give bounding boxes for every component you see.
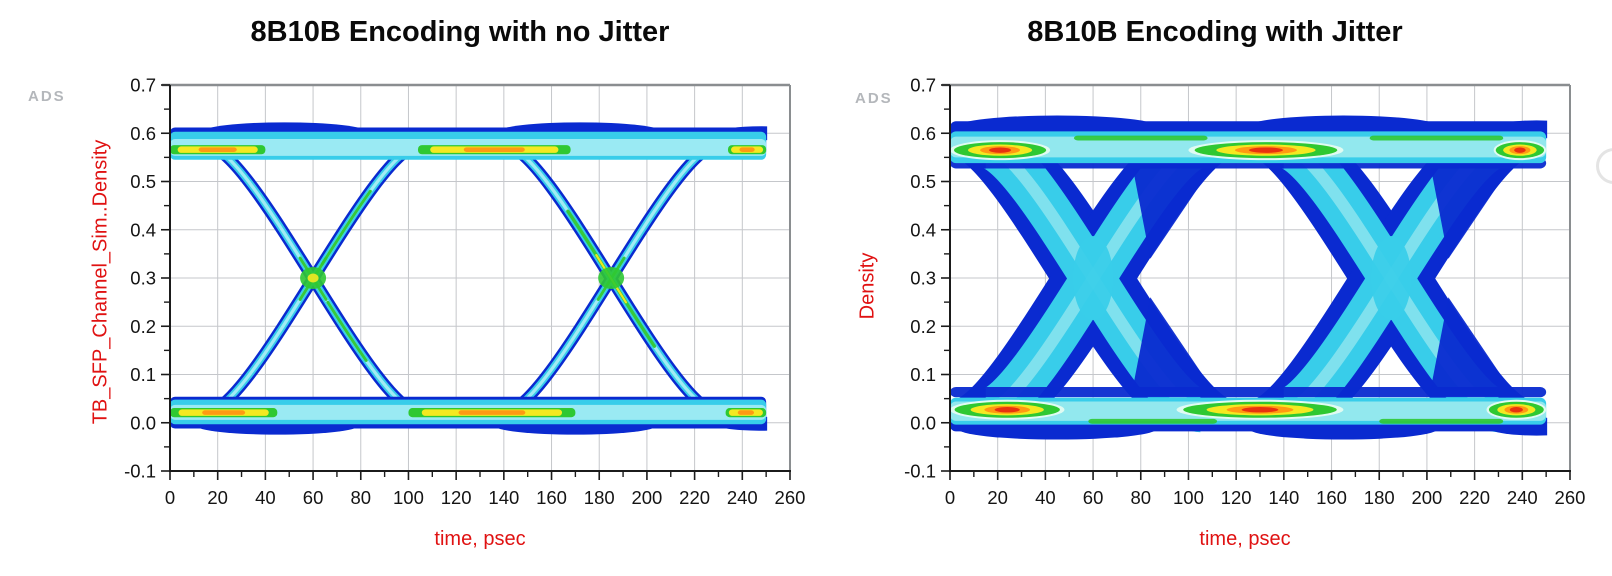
x-tick-label: 220: [679, 487, 710, 508]
x-tick-label: 20: [207, 487, 228, 508]
y-axis-title: Density: [856, 252, 879, 320]
ads-watermark: ADS: [855, 90, 893, 107]
y-tick-label: -0.1: [124, 461, 156, 482]
x-tick-label: 180: [1364, 487, 1395, 508]
x-tick-label: 160: [1316, 487, 1347, 508]
page-title: 8B10B Encoding with no Jitter: [250, 16, 670, 48]
x-tick-label: 80: [350, 487, 371, 508]
y-tick-label: 0.2: [130, 316, 156, 337]
x-tick-label: 240: [727, 487, 758, 508]
y-tick-label: 0.0: [910, 412, 936, 433]
x-tick-label: 140: [488, 487, 519, 508]
x-tick-label: 200: [631, 487, 662, 508]
y-tick-label: 0.3: [910, 268, 936, 289]
x-tick-label: 20: [987, 487, 1008, 508]
x-tick-label: 120: [441, 487, 472, 508]
x-tick-label: 40: [1035, 487, 1056, 508]
x-axis-title: time, psec: [1199, 528, 1291, 550]
x-tick-label: 260: [1555, 487, 1586, 508]
eye-density-traces: [951, 115, 1548, 440]
x-axis-title: time, psec: [434, 528, 526, 550]
y-tick-label: -0.1: [904, 461, 936, 482]
x-tick-label: 80: [1130, 487, 1151, 508]
page-title: 8B10B Encoding with Jitter: [1027, 16, 1403, 48]
x-tick-label: 40: [255, 487, 276, 508]
y-tick-label: 0.7: [130, 75, 156, 96]
y-tick-label: 0.4: [130, 219, 156, 240]
y-tick-label: 0.0: [130, 412, 156, 433]
y-tick-label: 0.6: [130, 123, 156, 144]
plot-canvas-with-jitter: 0 20 40 60 80 100 120 140 160 180 200 220 240 260 0.7 0…: [904, 75, 1585, 509]
plot-no-jitter: 0 20 40 60 80 100 120 140 160 180 200 220 240 260 0.7 0…: [28, 16, 805, 550]
plot-canvas-no-jitter: 0 20 40 60 80 100 120 140 160 180 200 220 240 260 0.7 0…: [124, 75, 805, 509]
y-tick-label: 0.5: [130, 171, 156, 192]
x-tick-label: 0: [945, 487, 955, 508]
ads-watermark: ADS: [28, 88, 66, 105]
y-tick-label: 0.1: [130, 364, 156, 385]
y-tick-label: 0.3: [130, 268, 156, 289]
x-tick-label: 60: [1083, 487, 1104, 508]
x-tick-label: 160: [536, 487, 567, 508]
y-tick-label: 0.7: [910, 75, 936, 96]
x-tick-label: 200: [1411, 487, 1442, 508]
y-axis-title: TB_SFP_Channel_Sim..Density: [89, 139, 112, 425]
x-tick-label: 180: [584, 487, 615, 508]
x-tick-label: 220: [1459, 487, 1490, 508]
axis-ticks-and-labels: 0 20 40 60 80 100 120 140 160 180 200 220 240 260 0.7 0…: [904, 75, 1585, 509]
y-tick-label: 0.4: [910, 219, 936, 240]
x-tick-label: 120: [1221, 487, 1252, 508]
x-tick-label: 100: [1173, 487, 1204, 508]
axis-ticks-and-labels: 0 20 40 60 80 100 120 140 160 180 200 220 240 260 0.7 0…: [124, 75, 805, 509]
y-tick-label: 0.1: [910, 364, 936, 385]
y-tick-label: 0.2: [910, 316, 936, 337]
x-tick-label: 260: [775, 487, 806, 508]
x-tick-label: 240: [1507, 487, 1538, 508]
x-tick-label: 140: [1268, 487, 1299, 508]
x-tick-label: 60: [303, 487, 324, 508]
plot-with-jitter: 0 20 40 60 80 100 120 140 160 180 200 220 240 260 0.7 0…: [810, 0, 1612, 576]
x-tick-label: 0: [165, 487, 175, 508]
y-tick-label: 0.5: [910, 171, 936, 192]
x-tick-label: 100: [393, 487, 424, 508]
eye-density-traces: [171, 122, 768, 435]
y-tick-label: 0.6: [910, 123, 936, 144]
